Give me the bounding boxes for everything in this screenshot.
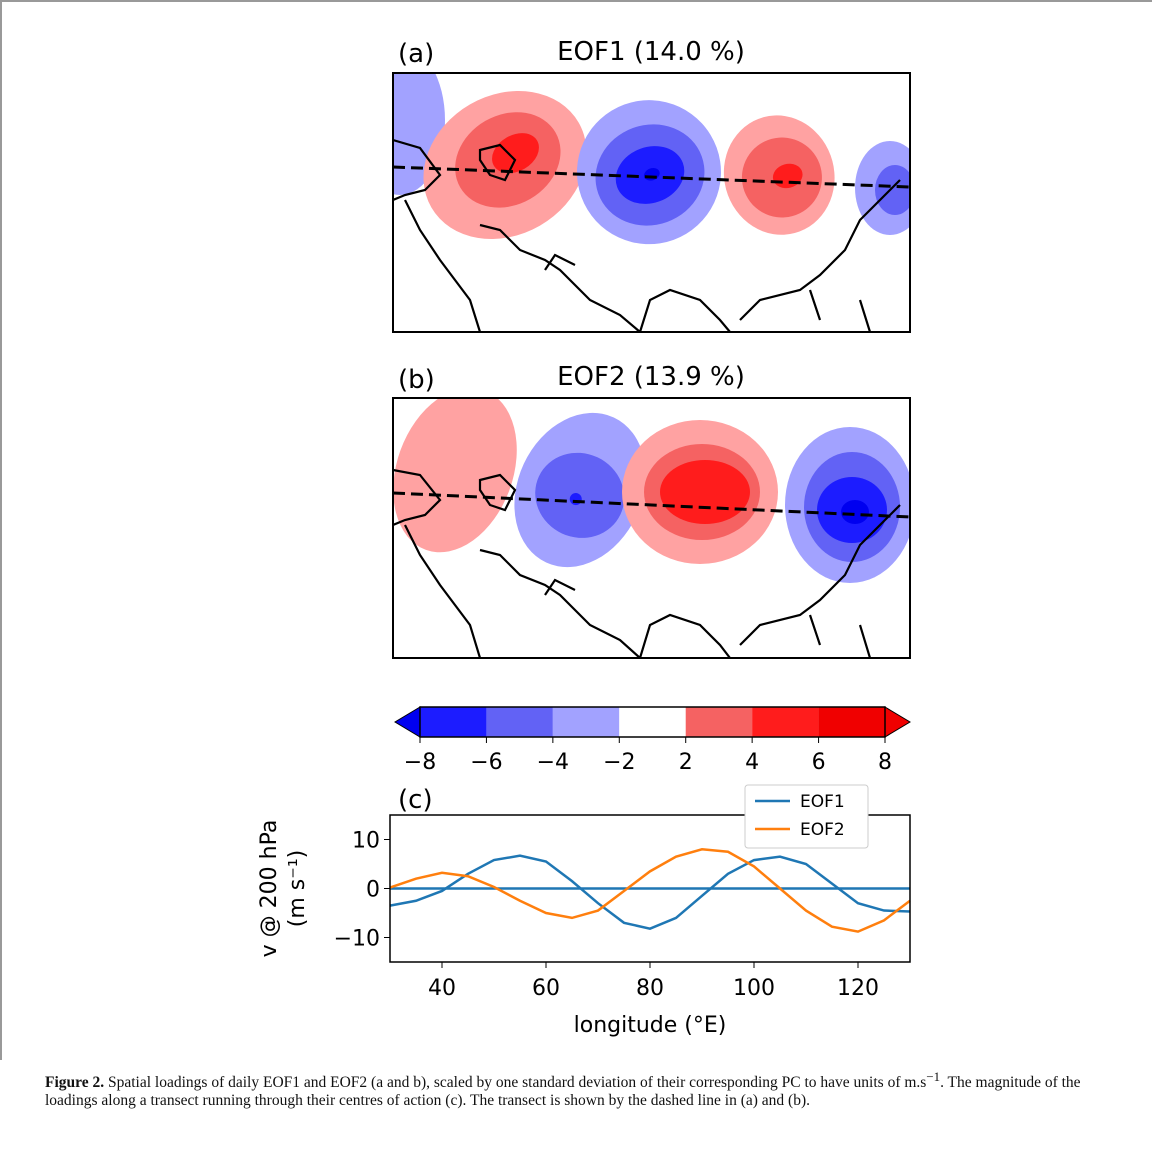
caption-label: Figure 2. bbox=[45, 1074, 105, 1092]
colorbar-tick-label: 6 bbox=[812, 750, 826, 775]
panel-label: (a) bbox=[398, 39, 434, 69]
legend-label: EOF2 bbox=[800, 820, 845, 840]
colorbar-band bbox=[752, 707, 819, 737]
panel-label: (c) bbox=[398, 785, 433, 815]
legend-label: EOF1 bbox=[800, 792, 845, 812]
colorbar-tick-label: −8 bbox=[404, 750, 436, 775]
colorbar-band bbox=[685, 707, 753, 737]
colorbar-band bbox=[486, 707, 553, 737]
map-frame bbox=[392, 397, 911, 659]
colorbar-tick-label: 4 bbox=[745, 750, 759, 775]
x-tick-label: 120 bbox=[837, 976, 879, 1001]
colorbar-tick-label: 2 bbox=[679, 750, 693, 775]
colorbar-band bbox=[619, 707, 686, 737]
figure: (a) EOF1 (14.0 %) (b) EOF2 (13.9 %) −8 −6… bbox=[0, 0, 1152, 1060]
colorbar-band bbox=[552, 707, 620, 737]
colorbar-tick-label: −2 bbox=[603, 750, 635, 775]
colorbar-extend bbox=[394, 706, 421, 738]
colorbar-tick-label: 8 bbox=[878, 750, 892, 775]
x-tick-label: 40 bbox=[428, 976, 456, 1001]
y-tick-label: 0 bbox=[366, 878, 380, 903]
map-b bbox=[393, 398, 910, 658]
y-axis-label: (m s⁻¹) bbox=[285, 850, 310, 927]
caption-text: Spatial loadings of daily EOF1 and EOF2 … bbox=[108, 1074, 927, 1092]
y-axis-label: v @ 200 hPa bbox=[257, 820, 282, 958]
y-tick-label: −10 bbox=[334, 927, 380, 952]
caption-text: . The magnitude of the loadings along a … bbox=[45, 1074, 1081, 1110]
transect bbox=[392, 491, 911, 519]
x-tick-label: 100 bbox=[733, 976, 775, 1001]
transect bbox=[392, 165, 911, 189]
x-tick-label: 60 bbox=[532, 976, 560, 1001]
colorbar-tick-label: −4 bbox=[537, 750, 569, 775]
frame bbox=[0, 0, 1152, 1060]
series-line bbox=[389, 848, 911, 933]
plot-frame bbox=[389, 814, 911, 963]
x-tick-label: 80 bbox=[636, 976, 664, 1001]
x-axis-label: longitude (°E) bbox=[574, 1013, 727, 1038]
colorbar-tick-label: −6 bbox=[470, 750, 502, 775]
panel-label: (b) bbox=[398, 365, 435, 395]
y-tick-label: 10 bbox=[352, 829, 380, 854]
colorbar-extend bbox=[884, 706, 911, 738]
colorbar-band bbox=[818, 707, 885, 737]
map-title: EOF2 (13.9 %) bbox=[557, 362, 745, 392]
map-a bbox=[393, 73, 910, 332]
series-line bbox=[389, 854, 911, 930]
map-title: EOF1 (14.0 %) bbox=[557, 37, 745, 67]
caption: Figure 2. Spatial loadings of daily EOF1… bbox=[45, 1068, 1105, 1110]
map-frame bbox=[392, 72, 911, 333]
colorbar-band bbox=[420, 707, 487, 737]
caption-sup: −1 bbox=[926, 1069, 941, 1084]
